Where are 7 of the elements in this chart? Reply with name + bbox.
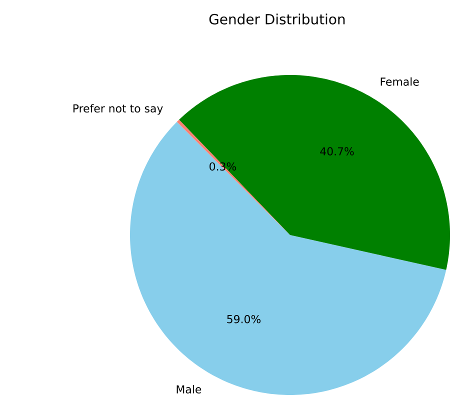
slice-label: Male xyxy=(176,384,202,394)
slice-label: Prefer not to say xyxy=(73,104,163,115)
data-label: 40.7% xyxy=(320,147,354,156)
data-label: 0.3% xyxy=(210,162,236,171)
data-label: 59.0% xyxy=(227,314,261,324)
slice-label: Female xyxy=(380,77,419,86)
chart-title: Gender Distribution xyxy=(209,14,345,24)
